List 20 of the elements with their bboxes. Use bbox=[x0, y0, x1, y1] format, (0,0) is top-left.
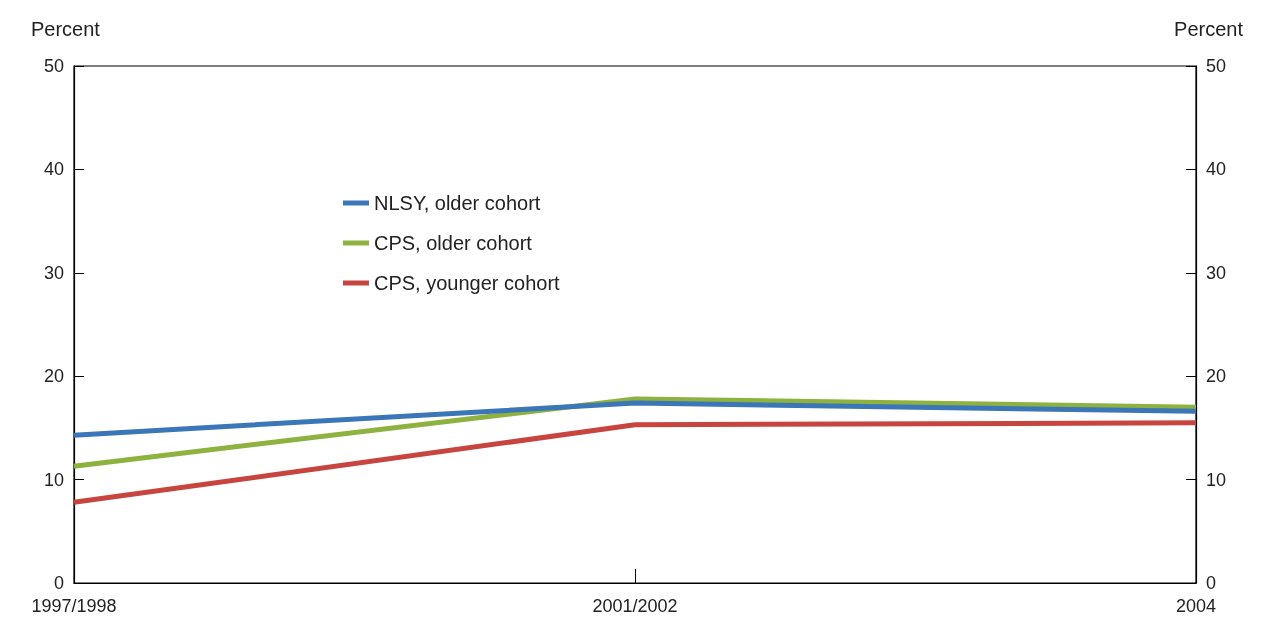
legend-label: CPS, younger cohort bbox=[374, 272, 561, 294]
y-tick-label: 20 bbox=[43, 366, 64, 387]
y2-tick-label: 30 bbox=[1206, 262, 1227, 283]
y-axis-title: Percent bbox=[31, 18, 101, 40]
y-tick-label: 40 bbox=[43, 159, 64, 180]
y2-axis-title: Percent bbox=[1174, 18, 1244, 40]
legend-label: NLSY, older cohort bbox=[374, 192, 541, 214]
y2-tick-label: 20 bbox=[1206, 366, 1227, 387]
y-tick-label: 50 bbox=[43, 56, 64, 76]
x-tick-label: 2004 bbox=[1175, 596, 1217, 616]
legend-label: CPS, older cohort bbox=[374, 232, 533, 254]
y2-tick-label: 50 bbox=[1206, 56, 1227, 76]
x-tick-label: 2001/2002 bbox=[592, 596, 678, 616]
y-tick-label: 0 bbox=[53, 573, 64, 593]
y2-tick-label: 0 bbox=[1206, 573, 1217, 593]
y2-tick-label: 40 bbox=[1206, 159, 1227, 180]
x-tick-label: 1997/1998 bbox=[31, 596, 117, 616]
y-tick-label: 10 bbox=[43, 469, 64, 490]
y-tick-label: 30 bbox=[43, 262, 64, 283]
y2-tick-label: 10 bbox=[1206, 469, 1227, 490]
